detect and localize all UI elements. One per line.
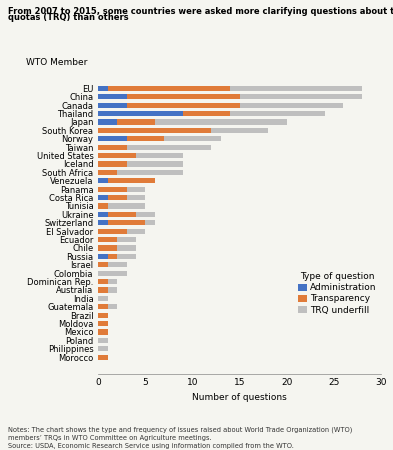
Bar bbox=[127, 103, 240, 108]
Bar bbox=[98, 86, 108, 91]
Bar bbox=[98, 153, 136, 158]
Bar bbox=[98, 304, 108, 310]
Bar bbox=[98, 187, 127, 192]
Bar bbox=[98, 262, 108, 267]
Bar bbox=[98, 237, 117, 242]
Bar bbox=[108, 203, 145, 208]
Bar bbox=[230, 86, 362, 91]
Text: Notes: The chart shows the type and frequency of issues raised about World Trade: Notes: The chart shows the type and freq… bbox=[8, 427, 352, 449]
Bar bbox=[108, 212, 136, 217]
Bar bbox=[108, 304, 117, 310]
Bar bbox=[117, 254, 136, 259]
Bar bbox=[98, 279, 108, 284]
Text: quotas (TRQ) than others: quotas (TRQ) than others bbox=[8, 13, 129, 22]
Bar bbox=[98, 270, 127, 276]
Bar bbox=[240, 94, 362, 99]
Bar bbox=[145, 220, 155, 225]
Bar bbox=[98, 338, 108, 343]
Bar bbox=[98, 329, 108, 335]
Bar bbox=[211, 128, 268, 133]
Bar bbox=[98, 220, 108, 225]
Bar bbox=[108, 86, 230, 91]
Bar bbox=[108, 288, 117, 292]
Bar bbox=[98, 136, 127, 141]
Bar bbox=[108, 195, 127, 200]
Bar bbox=[127, 162, 183, 166]
Bar bbox=[127, 195, 145, 200]
Bar bbox=[98, 144, 127, 150]
Bar bbox=[98, 229, 127, 234]
Bar bbox=[117, 245, 136, 251]
Bar bbox=[183, 111, 230, 116]
Bar bbox=[98, 94, 127, 99]
Bar bbox=[98, 254, 108, 259]
Legend: Administration, Transparency, TRQ underfill: Administration, Transparency, TRQ underf… bbox=[298, 272, 377, 315]
Bar bbox=[98, 119, 117, 125]
Bar bbox=[98, 321, 108, 326]
Bar bbox=[98, 128, 211, 133]
Bar bbox=[98, 212, 108, 217]
Bar bbox=[117, 170, 183, 175]
Bar bbox=[108, 279, 117, 284]
Bar bbox=[98, 288, 108, 292]
Bar bbox=[98, 178, 108, 183]
Bar bbox=[230, 111, 325, 116]
Bar bbox=[98, 346, 108, 351]
Bar bbox=[164, 136, 221, 141]
Bar bbox=[98, 245, 117, 251]
Bar bbox=[127, 136, 164, 141]
Bar bbox=[127, 144, 211, 150]
Bar bbox=[98, 111, 183, 116]
Bar bbox=[98, 313, 108, 318]
Bar bbox=[98, 203, 108, 208]
Bar bbox=[136, 212, 155, 217]
Bar bbox=[117, 237, 136, 242]
Bar bbox=[98, 170, 117, 175]
Bar bbox=[136, 153, 183, 158]
Bar bbox=[108, 262, 127, 267]
X-axis label: Number of questions: Number of questions bbox=[192, 393, 287, 402]
Bar bbox=[127, 229, 145, 234]
Bar bbox=[108, 220, 145, 225]
Text: WTO Member: WTO Member bbox=[26, 58, 88, 68]
Bar bbox=[98, 103, 127, 108]
Bar bbox=[127, 94, 240, 99]
Bar bbox=[98, 195, 108, 200]
Text: From 2007 to 2015, some countries were asked more clarifying questions about tar: From 2007 to 2015, some countries were a… bbox=[8, 7, 393, 16]
Bar bbox=[98, 355, 108, 360]
Bar bbox=[108, 254, 117, 259]
Bar bbox=[240, 103, 343, 108]
Bar bbox=[108, 178, 155, 183]
Bar bbox=[155, 119, 287, 125]
Bar bbox=[127, 187, 145, 192]
Bar bbox=[98, 162, 127, 166]
Bar bbox=[117, 119, 155, 125]
Bar bbox=[98, 296, 108, 301]
